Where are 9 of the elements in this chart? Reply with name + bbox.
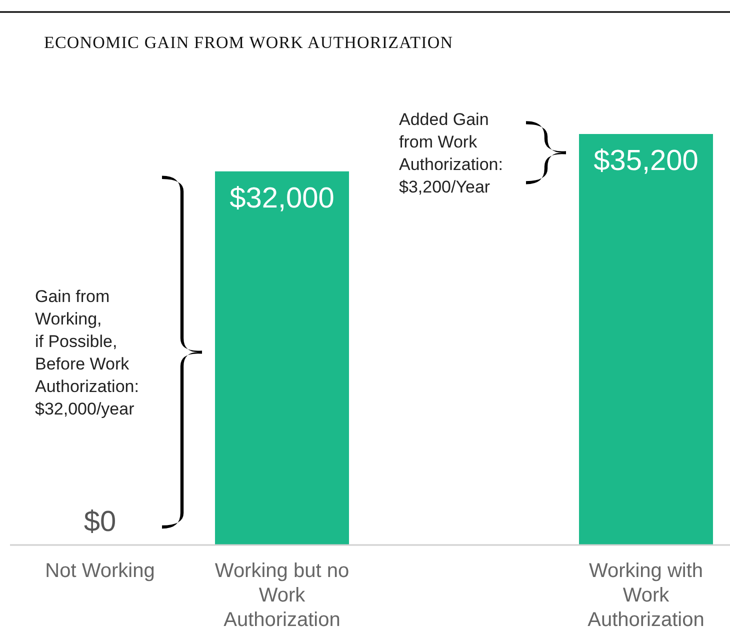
data-label: $0 — [84, 506, 116, 538]
x-tick-label: Not Working — [45, 560, 155, 582]
annotation: Added Gain from Work Authorization: $3,200/Year — [399, 110, 503, 196]
x-tick-label: Working with Work Authorization — [588, 560, 704, 629]
annotation: Gain from Working, if Possible, Before Work Authorization: $32,000/year — [35, 286, 139, 418]
chart-title: ECONOMIC GAIN FROM WORK AUTHORIZATION — [44, 33, 454, 52]
data-label: $35,200 — [594, 145, 698, 177]
data-label: $32,000 — [230, 182, 334, 214]
x-tick-label: Working but no Work Authorization — [214, 560, 350, 629]
